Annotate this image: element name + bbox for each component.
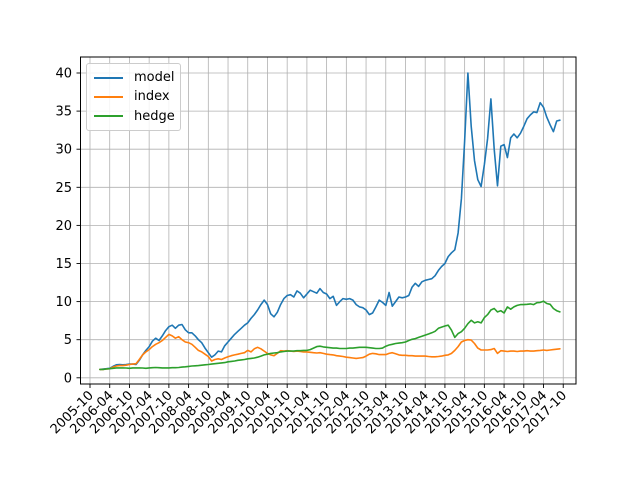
legend-line-sample-hedge (94, 115, 123, 118)
y-tick-label: 35 (55, 105, 72, 120)
legend-label-index: index (134, 89, 170, 105)
y-tick-label: 5 (64, 333, 72, 348)
series-line-model (99, 72, 561, 371)
axes-frame (80, 56, 577, 385)
legend-entry-hedge: hedge (94, 107, 175, 126)
y-tick-label: 10 (55, 295, 72, 310)
y-tick-label: 15 (55, 257, 72, 272)
legend-line-sample-index (94, 95, 123, 98)
y-tick-label: 30 (55, 143, 72, 158)
y-tick-label: 40 (55, 67, 72, 82)
legend-entry-index: index (94, 87, 172, 106)
legend-label-model: model (134, 70, 175, 86)
series-line-index (99, 333, 561, 371)
legend: model index hedge (86, 63, 181, 131)
legend-label-hedge: hedge (134, 108, 175, 124)
legend-entry-model: model (94, 68, 175, 87)
y-tick-label: 20 (55, 219, 72, 234)
y-tick-label: 25 (55, 181, 72, 196)
series-line-hedge (99, 300, 561, 371)
legend-line-sample-model (94, 76, 123, 79)
y-tick-label: 0 (64, 371, 72, 386)
